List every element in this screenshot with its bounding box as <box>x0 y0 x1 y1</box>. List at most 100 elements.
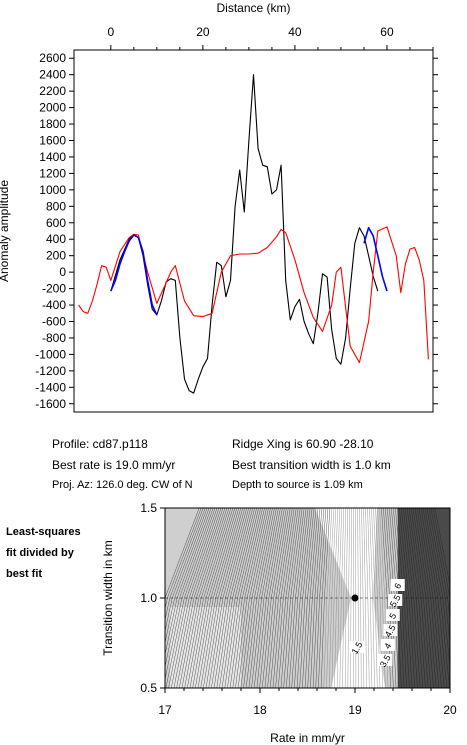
contour-line <box>336 508 343 688</box>
grid-x-tick-label: 17 <box>158 703 172 717</box>
contour-line <box>165 508 200 600</box>
contour-label-box <box>350 641 364 653</box>
contour-line <box>342 508 347 688</box>
contour-line <box>414 508 437 688</box>
contour-label: 4 <box>382 641 393 650</box>
contour-line <box>331 508 339 688</box>
contour-line <box>315 508 327 688</box>
fit-note-line2: fit divided by <box>6 547 74 559</box>
y-tick-label: 800 <box>46 199 66 213</box>
contour-label: 5 <box>387 611 398 620</box>
best-width-label: Best transition width is 1.0 km <box>232 458 391 472</box>
y-tick-label: 2600 <box>39 51 66 65</box>
ridge-xing-label: Ridge Xing is 60.90 -28.10 <box>232 437 374 451</box>
y-tick-label: 1200 <box>39 166 66 180</box>
y-tick-label: 2200 <box>39 84 66 98</box>
profile-label: Profile: cd87.p118 <box>52 437 148 451</box>
contour-line <box>275 508 297 688</box>
contour-line <box>361 508 365 688</box>
grid-x-tick-label: 19 <box>348 703 362 717</box>
y-tick-label: 600 <box>46 216 66 230</box>
contour-label-box <box>380 639 395 651</box>
contour-line <box>176 508 224 688</box>
x-tick-label: 40 <box>288 25 302 39</box>
contour-line <box>187 508 232 688</box>
y-tick-label: -1000 <box>35 347 66 361</box>
fit-note-line3: best fit <box>6 568 43 580</box>
contour-line <box>243 508 273 688</box>
contour-line <box>406 508 426 688</box>
contour-line <box>398 508 416 688</box>
proj-az-label: Proj. Az: 126.0 deg. CW of N <box>52 479 193 491</box>
y-tick-label: 400 <box>46 232 66 246</box>
contour-line <box>320 508 331 688</box>
best-fit-marker <box>351 594 359 602</box>
grid-y-tick-label: 0.5 <box>140 681 157 695</box>
grid-y-tick-label: 1.5 <box>140 501 157 515</box>
fit-note-line1: Least-squares <box>6 526 81 538</box>
contour-line <box>270 508 293 688</box>
contour-line <box>170 508 220 688</box>
grid-x-tick-label: 20 <box>443 703 457 717</box>
contour-line <box>418 508 442 688</box>
contour-line <box>181 508 228 688</box>
y-tick-label: 200 <box>46 249 66 263</box>
contour-label-box <box>390 579 405 591</box>
contour-line <box>434 508 450 587</box>
y-tick-label: -400 <box>42 298 66 312</box>
y-tick-label: -1200 <box>35 364 66 378</box>
contour-line <box>410 508 432 688</box>
contour-line <box>259 508 285 688</box>
depth-label: Depth to source is 1.09 km <box>232 479 363 491</box>
minimum-region <box>315 508 385 688</box>
plot-frame <box>73 49 434 413</box>
x-tick-label: 0 <box>107 25 114 39</box>
contour-label: 6 <box>392 581 403 590</box>
contour-line <box>253 508 281 688</box>
y-tick-label: -1600 <box>35 397 66 411</box>
contour-field: 65.554.543.51.5 <box>165 508 450 688</box>
y-tick-label: 0 <box>59 265 66 279</box>
contour-line <box>326 508 335 688</box>
contour-line <box>165 508 216 688</box>
contour-line <box>264 508 289 688</box>
y-tick-label: 1600 <box>39 134 66 148</box>
grid-y-axis-label: Transition width in km <box>101 540 115 656</box>
contour-line <box>165 508 204 621</box>
fit-note: Least-squares fit divided by best fit <box>6 522 81 585</box>
y-tick-label: -800 <box>42 331 66 345</box>
contour-label-box <box>385 609 400 621</box>
contour-line <box>237 508 269 688</box>
y-tick-label: -200 <box>42 282 66 296</box>
y-tick-label: 1400 <box>39 150 66 164</box>
contour-line <box>395 508 410 688</box>
contour-line <box>310 508 323 688</box>
contour-line <box>347 508 350 688</box>
contour-line <box>248 508 277 688</box>
best-rate-label: Best rate is 19.0 mm/yr <box>52 458 176 472</box>
y-tick-label: 1000 <box>39 183 66 197</box>
x-axis-label: Distance (km) <box>216 1 290 15</box>
contour-line <box>192 508 236 688</box>
grid-y-tick-label: 1.0 <box>140 591 157 605</box>
series-line-1 <box>78 226 429 364</box>
y-tick-label: 2000 <box>39 101 66 115</box>
series-line-0 <box>110 74 379 394</box>
contour-line <box>402 508 421 688</box>
contour-line <box>280 508 301 688</box>
contour-line <box>165 508 212 669</box>
contour-label-box <box>383 624 398 636</box>
x-tick-label: 20 <box>196 25 210 39</box>
series-line-2 <box>110 226 388 316</box>
y-tick-label: 1800 <box>39 117 66 131</box>
contour-line <box>165 508 208 644</box>
contour-line <box>203 508 244 688</box>
contour-line <box>197 508 240 688</box>
y-tick-label: 2400 <box>39 68 66 82</box>
grid-x-tick-label: 18 <box>253 703 267 717</box>
contour-line <box>227 508 261 688</box>
contour-line <box>432 508 450 601</box>
x-tick-label: 60 <box>380 25 394 39</box>
contour-label-box <box>388 594 403 606</box>
